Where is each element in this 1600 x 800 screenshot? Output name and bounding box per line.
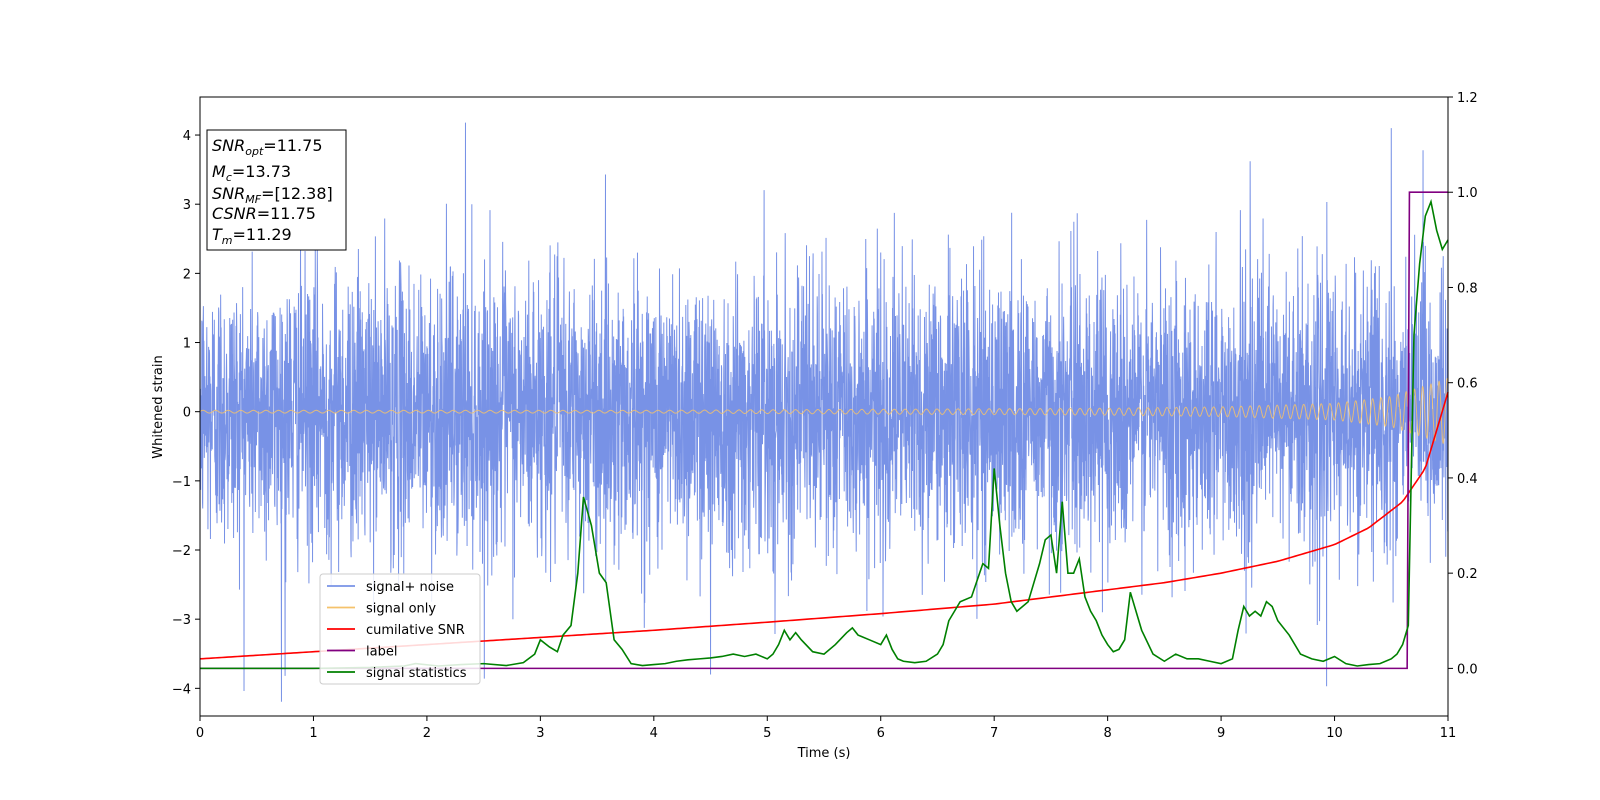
annotation-frame (206, 129, 347, 251)
legend-frame (319, 573, 481, 685)
series-signal-noise (199, 122, 1449, 702)
x-tick-label: 8 (1103, 726, 1111, 741)
y-tick-label: 2 (183, 267, 191, 282)
x-tick-label: 9 (1217, 726, 1225, 741)
y-tick-label: −4 (172, 682, 191, 697)
y-tick-label: −2 (172, 544, 191, 559)
plot-frame (199, 96, 1449, 717)
y-tick-label: −3 (172, 613, 191, 628)
x-tick-label: 3 (536, 726, 544, 741)
axes-layer: 0 1 2 3 4 5 6 7 8 9 10 1143210−1−2−3−41.21.00.80.60… (172, 91, 1478, 741)
series-signal-only (199, 377, 1449, 445)
x-tick-label: 11 (1440, 726, 1457, 741)
x-tick-label: 0 (196, 726, 204, 741)
x-tick-label: 2 (423, 726, 431, 741)
y2-tick-label: 0.2 (1457, 567, 1478, 582)
legend: signal+ noise signal only cumilative SNR la… (319, 573, 481, 685)
y-tick-label: 1 (183, 337, 191, 352)
annotation-box: SNRopt=11.75 Mc=13.73SNRMF=[12.38]CSNR=11… (206, 129, 347, 251)
legend-entry: cumilative SNR (366, 623, 465, 638)
legend-entry: signal+ noise (366, 580, 454, 595)
x-tick-label: 4 (650, 726, 658, 741)
x-tick-label: 1 (309, 726, 317, 741)
y2-tick-label: 1.2 (1457, 91, 1478, 106)
y-tick-label: 4 (183, 129, 191, 144)
x-tick-label: 5 (763, 726, 771, 741)
series-signal-statistics (200, 198, 1449, 670)
legend-entry: signal only (366, 602, 436, 617)
annotation-line: SNRMF=[12.38] (212, 184, 333, 206)
y-tick-label: 3 (183, 198, 191, 213)
y2-tick-label: 0.6 (1457, 377, 1478, 392)
y2-tick-label: 0.4 (1457, 472, 1478, 487)
y2-tick-label: 0.8 (1457, 281, 1478, 296)
x-tick-label: 10 (1326, 726, 1343, 741)
x-tick-label: 7 (990, 726, 998, 741)
y2-tick-label: 0.0 (1457, 662, 1478, 677)
annotation-line: SNRopt=11.75 (212, 136, 323, 158)
y-axis-label: Whitened strain (151, 355, 166, 458)
legend-entry: label (366, 645, 397, 660)
annotation-line: Tm=11.29 (212, 225, 292, 247)
legend-entry: signal statistics (366, 666, 467, 681)
y-tick-label: −1 (172, 475, 191, 490)
annotation-line: Mc=13.73 (212, 162, 291, 184)
x-tick-label: 6 (877, 726, 885, 741)
x-axis-label: Time (s) (797, 746, 851, 761)
y2-tick-label: 1.0 (1457, 186, 1478, 201)
series-label (200, 191, 1448, 670)
y-tick-label: 0 (183, 406, 191, 421)
annotation-line: CSNR=11.75 (212, 204, 316, 223)
